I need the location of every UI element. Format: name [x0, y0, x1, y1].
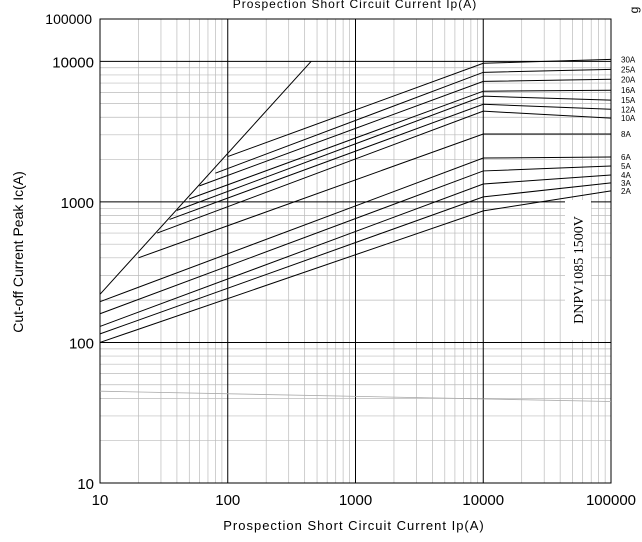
series-line: [227, 58, 612, 158]
y-tick-label: 10: [77, 476, 94, 493]
series-label: 30A: [621, 55, 636, 64]
series-line: [99, 182, 612, 335]
series-line: [199, 78, 612, 187]
series-label: 2A: [621, 187, 631, 196]
x-tick-label: 100: [215, 492, 240, 509]
series-label: 10A: [621, 114, 636, 123]
y-top-label: 100000: [45, 11, 92, 27]
series-line: [99, 174, 612, 327]
series-label: 20A: [621, 75, 636, 84]
y-tick-label: 100: [69, 335, 94, 352]
chart-title: Prospection Short Circuit Current Ip(A): [233, 0, 477, 11]
y-tick-label: 1000: [61, 195, 94, 212]
series-line: [99, 156, 612, 303]
faint-line: [99, 390, 612, 402]
series-label: 15A: [621, 96, 636, 105]
series-label: 16A: [621, 86, 636, 95]
x-tick-label: 100000: [586, 492, 636, 509]
series-line: [169, 103, 612, 220]
x-tick-label: 10000: [462, 492, 504, 509]
limit-line: [99, 60, 312, 295]
series-line: [215, 68, 612, 174]
series-label: 8A: [621, 130, 631, 139]
y-tick-label: 10000: [52, 54, 94, 71]
series-label: 6A: [621, 153, 631, 162]
series-line: [99, 190, 612, 343]
x-tick-label: 10: [92, 492, 109, 509]
series-line: [138, 133, 611, 259]
series-label: 3A: [621, 179, 631, 188]
series-line: [189, 89, 612, 200]
series-label: 25A: [621, 65, 636, 74]
x-axis-label: Prospection Short Circuit Current Ip(A): [223, 518, 485, 533]
label-box: [565, 200, 591, 340]
plot-frame: [99, 18, 612, 484]
series-label: 12A: [621, 105, 636, 114]
y-axis-label: Cut-off Current Peak Ic(A): [10, 171, 26, 333]
rating-label: DNPV1085 1500V: [572, 216, 587, 324]
series-label: 4A: [621, 171, 631, 180]
series-label: 5A: [621, 162, 631, 171]
series-line: [176, 95, 612, 211]
x-tick-label: 1000: [339, 492, 372, 509]
series-line: [156, 110, 612, 234]
corner-text: g: [627, 7, 641, 14]
series-line: [99, 165, 612, 315]
